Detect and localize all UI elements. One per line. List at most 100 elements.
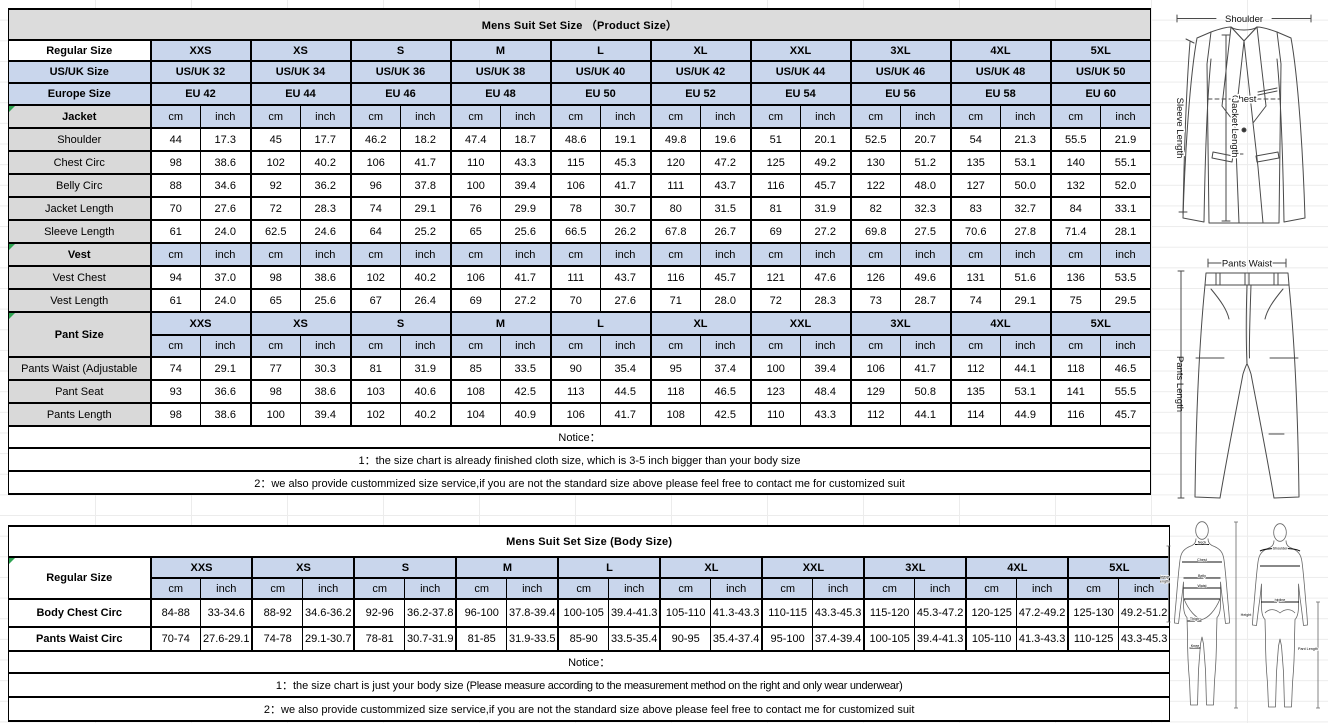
unit-cm-header: cm — [749, 334, 801, 358]
eu-value: EU 56 — [849, 82, 951, 106]
value-cell: 30.7 — [600, 196, 651, 221]
value-cell: 50.8 — [900, 379, 951, 404]
value-cell: 33.5 — [500, 356, 551, 381]
value-cell: 28.1 — [1100, 219, 1151, 244]
value-cell: 115 — [549, 150, 601, 175]
value-cell: 24.6 — [300, 219, 351, 244]
value-cell: 96 — [349, 173, 401, 198]
value-cell: 29.5 — [1100, 288, 1151, 313]
value-cell: 31.5 — [700, 196, 751, 221]
unit-cm-header: cm — [949, 334, 1001, 358]
unit-cm-header: cm — [649, 104, 701, 129]
value-cell: 25.6 — [500, 219, 551, 244]
size-col-header: XXS — [149, 311, 251, 336]
value-cell: 84-88 — [149, 598, 201, 628]
value-cell: 111 — [549, 265, 601, 290]
size-col-header: 4XL — [949, 39, 1051, 62]
size-col-header: XL — [659, 556, 763, 579]
value-cell: 26.4 — [400, 288, 451, 313]
data-row: Vest Length 61 24.0 65 25.6 67 26.4 69 27.2 70 27.… — [8, 288, 1151, 313]
value-cell: 84 — [1049, 196, 1101, 221]
value-cell: 48.6 — [549, 127, 601, 152]
size-col-header: XS — [249, 311, 351, 336]
value-cell: 44.9 — [1000, 402, 1051, 427]
unit-cm-header: cm — [659, 577, 711, 600]
row-label: Jacket Length — [8, 196, 151, 221]
value-cell: 135 — [949, 150, 1001, 175]
unit-cm-header: cm — [249, 104, 301, 129]
jacket-diagram: Shoulder Chest Jacket Length — [1173, 14, 1312, 224]
value-cell: 41.7 — [400, 150, 451, 175]
unit-inch-header: inch — [709, 577, 763, 600]
row-label: Belly Circ — [8, 173, 151, 198]
unit-cm-header: cm — [849, 104, 901, 129]
value-cell: 18.2 — [400, 127, 451, 152]
value-cell: 46.5 — [700, 379, 751, 404]
product-table-title: Mens Suit Set Size （Product Size） — [8, 8, 1151, 41]
body-measurement-diagram: Neck Chest Belly Waist Thigh Knee Sleeve… — [1160, 521, 1320, 709]
value-cell: 41.7 — [600, 173, 651, 198]
unit-inch-header: inch — [200, 334, 251, 358]
value-cell: 69 — [449, 288, 501, 313]
pant-unit-row: cm inch cm inch cm inch cm inch cm inch cm inch cm in… — [9, 334, 1151, 358]
size-col-header: L — [549, 39, 651, 62]
value-cell: 66.5 — [549, 219, 601, 244]
value-cell: 135 — [949, 379, 1001, 404]
unit-inch-header: inch — [800, 334, 851, 358]
eu-value: EU 60 — [1049, 82, 1151, 106]
jacket-length-measure — [1221, 34, 1231, 222]
pants-length-measure — [1177, 270, 1185, 499]
usuk-value: US/UK 50 — [1049, 60, 1151, 84]
value-cell: 44.1 — [1000, 356, 1051, 381]
body-height-label: Height — [1241, 613, 1252, 617]
value-cell: 37.8-39.4 — [505, 598, 559, 628]
value-cell: 69 — [749, 219, 801, 244]
unit-inch-header: inch — [600, 242, 651, 267]
value-cell: 71 — [649, 288, 701, 313]
value-cell: 39.4 — [800, 356, 851, 381]
jacket-sleeve-length-label: Sleeve Length — [1174, 98, 1185, 159]
unit-cm-header: cm — [863, 577, 915, 600]
value-cell: 44.5 — [600, 379, 651, 404]
value-cell: 73 — [849, 288, 901, 313]
data-row: Sleeve Length 61 24.0 62.5 24.6 64 25.2 65 25.6 6… — [8, 219, 1151, 244]
unit-inch-header: inch — [500, 104, 551, 129]
size-col-header: XS — [251, 556, 355, 579]
value-cell: 98 — [149, 402, 201, 427]
size-col-header: S — [349, 311, 451, 336]
value-cell: 45.3-47.2 — [913, 598, 967, 628]
value-cell: 80 — [649, 196, 701, 221]
value-cell: 43.3-45.3 — [811, 598, 865, 628]
notice-line-1: 1：the size chart is just your body size … — [7, 672, 1171, 698]
unit-inch-header: inch — [607, 577, 661, 600]
value-cell: 67 — [349, 288, 401, 313]
value-cell: 21.9 — [1100, 127, 1151, 152]
unit-inch-header: inch — [900, 334, 951, 358]
notice-line-1-paren: (Please measure according to the measure… — [463, 680, 903, 692]
notice-line-1: 1：the size chart is already finished clo… — [8, 447, 1151, 472]
value-cell: 46.2 — [349, 127, 401, 152]
value-cell: 26.2 — [600, 219, 651, 244]
regular-size-row: Regular Size XXS XS S M L XL XXL 3XL 4XL 5XL — [8, 556, 1171, 600]
value-cell: 27.2 — [800, 219, 851, 244]
body-knee-label: Knee — [1191, 644, 1200, 648]
body-front-outline — [1174, 521, 1230, 706]
notice-row: 2：we also provide custommized size servi… — [8, 470, 1151, 495]
value-cell: 50.0 — [1000, 173, 1051, 198]
unit-cm-header: cm — [749, 242, 801, 267]
value-cell: 45 — [249, 127, 301, 152]
value-cell: 106 — [349, 150, 401, 175]
value-cell: 78-81 — [353, 626, 405, 652]
unit-inch-header: inch — [913, 577, 967, 600]
row-label: Body Chest Circ — [8, 598, 151, 628]
value-cell: 75 — [1049, 288, 1101, 313]
unit-inch-header: inch — [700, 334, 751, 358]
data-row: Chest Circ 98 38.6 102 40.2 106 41.7 110 43.3 115… — [8, 150, 1151, 175]
unit-inch-header: inch — [800, 242, 851, 267]
value-cell: 31.9 — [800, 196, 851, 221]
value-cell: 37.0 — [200, 265, 251, 290]
size-col-header: L — [557, 556, 661, 579]
value-cell: 102 — [349, 402, 401, 427]
value-cell: 49.2 — [800, 150, 851, 175]
unit-cm-header: cm — [149, 334, 201, 358]
